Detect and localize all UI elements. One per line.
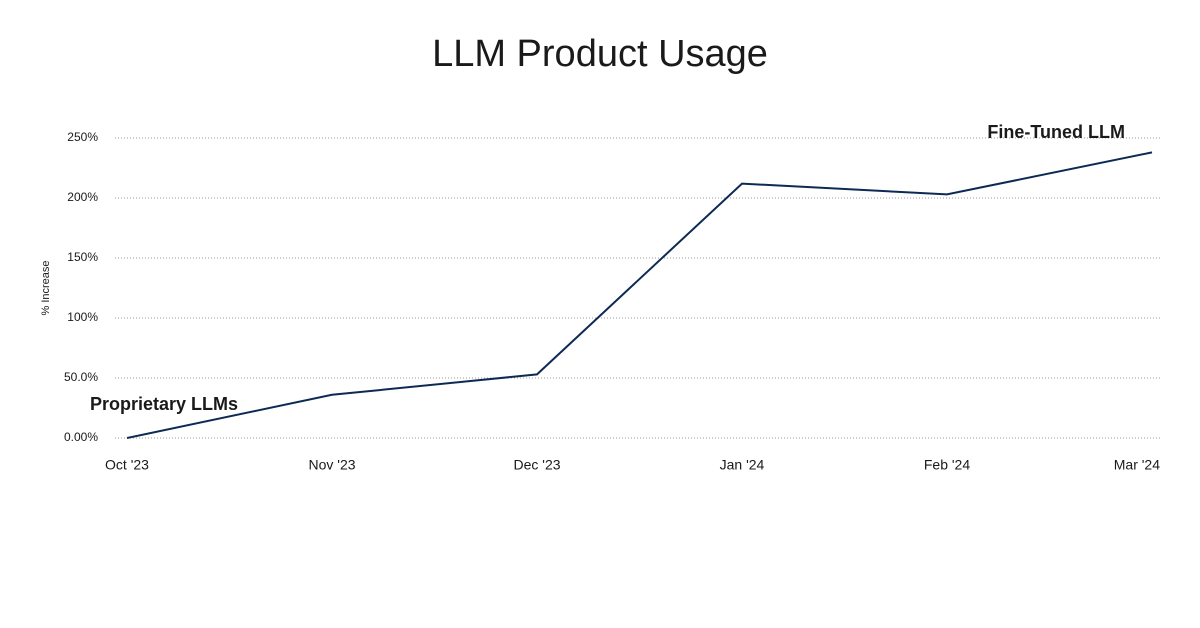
x-tick-label: Dec '23 — [513, 457, 560, 473]
chart-title: LLM Product Usage — [432, 33, 768, 75]
x-tick-label: Oct '23 — [105, 457, 149, 473]
y-tick-label: 200% — [67, 190, 98, 204]
y-tick-label: 0.00% — [64, 430, 98, 444]
annotation: Proprietary LLMs — [90, 394, 238, 414]
annotation: Fine-Tuned LLM — [987, 122, 1125, 142]
x-tick-label: Jan '24 — [720, 457, 765, 473]
y-tick-label: 150% — [67, 250, 98, 264]
line — [126, 151, 1153, 439]
y-tick-label: 250% — [67, 130, 98, 144]
x-tick-label: Nov '23 — [308, 457, 355, 473]
x-tick-label: Mar '24 — [1114, 457, 1160, 473]
y-tick-label: 100% — [67, 310, 98, 324]
y-tick-label: 50.0% — [64, 370, 98, 384]
x-tick-label: Feb '24 — [924, 457, 970, 473]
y-axis-label: % Increase — [40, 260, 52, 315]
